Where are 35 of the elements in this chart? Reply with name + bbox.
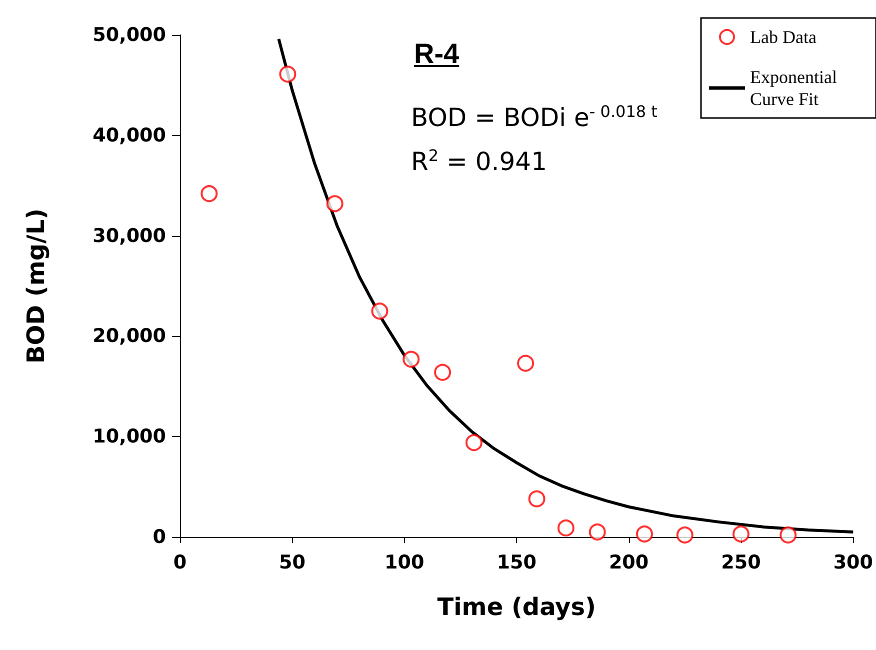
y-tick-label: 0 bbox=[152, 526, 166, 548]
y-tick-label: 30,000 bbox=[92, 224, 166, 247]
point bbox=[200, 185, 218, 202]
y-tick-label: 10,000 bbox=[92, 426, 166, 448]
point bbox=[517, 354, 534, 372]
point bbox=[371, 302, 388, 320]
x-tick-label: 100 bbox=[384, 552, 424, 574]
y-tick-label: 50,000 bbox=[92, 24, 166, 46]
point bbox=[557, 519, 574, 536]
point bbox=[676, 526, 694, 544]
x-tick-label: 0 bbox=[173, 552, 187, 574]
legend-label: Exponential Curve Fit bbox=[750, 67, 842, 109]
point bbox=[780, 526, 797, 544]
point bbox=[326, 195, 344, 212]
point bbox=[636, 525, 653, 542]
annotation: BOD = BODi e$^{- 0.018 t}$ bbox=[411, 102, 658, 132]
legend-label: Lab Data bbox=[750, 27, 816, 47]
x-tick-label: 50 bbox=[278, 552, 306, 574]
x-tick-label: 250 bbox=[721, 552, 761, 574]
point bbox=[434, 364, 452, 381]
x-tick-label: 200 bbox=[608, 552, 649, 574]
point bbox=[732, 525, 750, 542]
point bbox=[465, 434, 482, 452]
x-tick-label: 150 bbox=[496, 552, 536, 574]
point bbox=[402, 350, 420, 368]
point bbox=[528, 490, 546, 508]
point bbox=[279, 66, 296, 83]
point bbox=[588, 523, 606, 540]
chart-title: R-4 bbox=[414, 38, 460, 70]
x-tick-label: 300 bbox=[833, 552, 874, 574]
x-axis-title: Time (days) bbox=[437, 593, 596, 621]
y-tick-label: 20,000 bbox=[92, 325, 166, 348]
annotation: R$^{2}$ = 0.941 bbox=[411, 146, 547, 176]
y-tick-label: 40,000 bbox=[92, 124, 166, 146]
y-axis-title: BOD (mg/L) bbox=[22, 208, 50, 364]
